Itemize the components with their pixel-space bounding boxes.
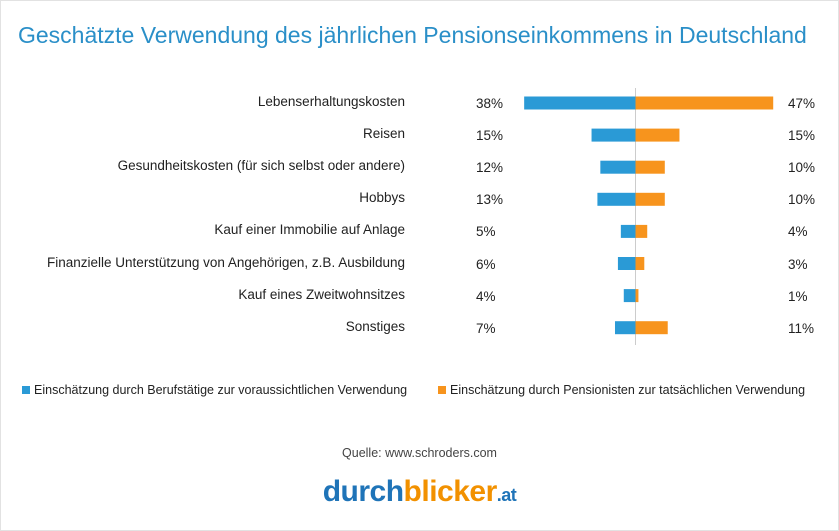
value-label-pensioners: 4% [788, 224, 808, 240]
durchblicker-logo: durchblicker.at [322, 475, 517, 508]
category-label: Reisen [362, 126, 405, 142]
legend-swatch-pensioners [438, 386, 446, 394]
source-text: Quelle: www.schroders.com [342, 446, 497, 460]
value-label-pensioners: 3% [788, 256, 808, 272]
value-label-pensioners: 10% [788, 160, 816, 176]
value-label-workers: 6% [476, 256, 496, 272]
bar-workers [614, 321, 636, 335]
value-label-workers: 4% [476, 288, 496, 304]
bar-pensioners [635, 192, 665, 206]
bar-workers [620, 224, 636, 238]
category-label: Finanzielle Unterstützung von Angehörige… [47, 254, 405, 270]
value-label-workers: 15% [476, 128, 504, 144]
bar-pensioners [635, 321, 668, 335]
legend-label-workers: Einschätzung durch Berufstätige zur vora… [34, 383, 408, 397]
value-label-workers: 38% [476, 96, 504, 111]
chart-plot [524, 88, 774, 345]
category-label: Hobbys [359, 190, 405, 206]
bar-pensioners [635, 224, 648, 238]
bar-workers [524, 96, 636, 110]
value-label-pensioners: 15% [788, 128, 816, 144]
bar-workers [597, 192, 636, 206]
bar-pensioners [635, 257, 645, 270]
value-label-workers: 12% [476, 160, 504, 176]
value-label-pensioners: 10% [788, 192, 816, 208]
chart-title: Geschätzte Verwendung des jährlichen Pen… [18, 22, 807, 48]
value-label-pensioners: 47% [788, 96, 816, 111]
value-label-pensioners: 11% [788, 320, 815, 336]
category-label: Lebenserhaltungskosten [257, 94, 405, 109]
bar-pensioners [635, 96, 774, 110]
value-label-workers: 13% [476, 192, 504, 208]
category-label: Kauf eines Zweitwohnsitzes [238, 286, 405, 302]
legend-item-workers: Einschätzung durch Berufstätige zur vora… [22, 383, 407, 397]
bar-workers [600, 160, 636, 174]
bar-workers [617, 257, 636, 270]
bar-workers [623, 289, 636, 303]
bar-workers [591, 128, 636, 142]
category-label: Sonstiges [345, 318, 405, 334]
bar-pensioners [635, 289, 639, 303]
value-label-pensioners: 1% [788, 288, 808, 304]
legend-item-pensioners: Einschätzung durch Pensionisten zur tats… [438, 383, 805, 397]
legend-swatch-workers [22, 386, 30, 394]
category-label: Kauf einer Immobilie auf Anlage [214, 222, 405, 238]
value-label-workers: 5% [476, 224, 496, 240]
legend-label-pensioners: Einschätzung durch Pensionisten zur tats… [450, 383, 806, 397]
bar-pensioners [635, 128, 680, 142]
bar-pensioners [635, 160, 665, 174]
value-label-workers: 7% [476, 320, 496, 336]
category-label: Gesundheitskosten (für sich selbst oder … [117, 158, 405, 174]
